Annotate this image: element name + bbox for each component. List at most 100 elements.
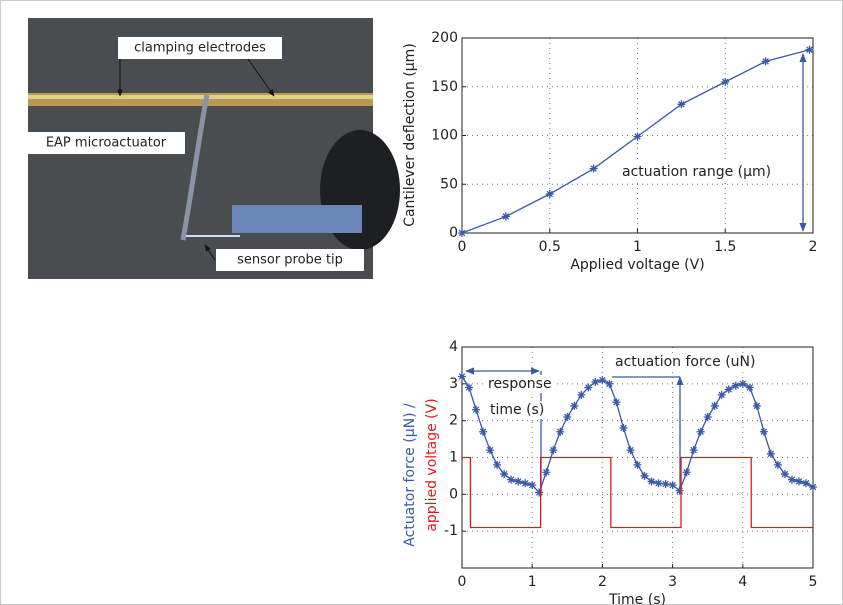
data-point (787, 475, 796, 484)
annotation-bg (620, 163, 774, 181)
data-point (721, 77, 730, 86)
data-point (500, 470, 509, 479)
photo-label: clamping electrodes (134, 41, 266, 56)
data-point (682, 468, 691, 477)
annotation: actuation range (μm) (622, 164, 771, 180)
y-tick-label: 1 (449, 450, 458, 466)
chart: 0 1 2 3 4 5 -1 0 1 2 3 4 Time (s) Actuator force (μN)… (402, 339, 817, 605)
x-tick-label: 0.5 (539, 239, 561, 255)
data-point (661, 480, 670, 489)
data-point (773, 460, 782, 469)
data-point (633, 460, 642, 469)
x-axis-label: Applied voltage (V) (570, 257, 704, 273)
y-axis-label: applied voltage (V) (424, 398, 440, 531)
data-point (745, 383, 754, 392)
y-tick-label: 50 (440, 176, 458, 192)
annotation: response (488, 376, 552, 392)
axes (461, 37, 814, 234)
data-point (780, 470, 789, 479)
photo-label: EAP microactuator (46, 136, 167, 151)
x-tick-label: 5 (809, 574, 818, 590)
data-point (703, 412, 712, 421)
data-point (570, 401, 579, 410)
x-tick-label: 4 (738, 574, 747, 590)
data-point (724, 385, 733, 394)
y-tick-label: 2 (449, 413, 458, 429)
data-point (738, 379, 747, 388)
series-line (462, 456, 813, 529)
data-point (805, 45, 814, 54)
data-point (465, 383, 474, 392)
x-tick-label: 1 (633, 239, 642, 255)
x-tick-label: 2 (809, 239, 818, 255)
data-point (501, 212, 510, 221)
data-point (689, 446, 698, 455)
data-point (640, 471, 649, 480)
data-point (801, 479, 810, 488)
y-tick-label: 0 (449, 486, 458, 502)
data-point (710, 401, 719, 410)
y-tick-label: 3 (449, 376, 458, 392)
annotation-bg (486, 375, 554, 393)
y-tick-label: 4 (449, 339, 458, 355)
chart: 0 0.5 1 1.5 2 0 50 100 150 200 Applied voltage (V)… (402, 30, 817, 273)
data-point (542, 468, 551, 477)
data-point (766, 449, 775, 458)
y-tick-label: 150 (431, 79, 458, 95)
data-point (717, 390, 726, 399)
data-point (731, 381, 740, 390)
data-point (696, 427, 705, 436)
data-point (612, 398, 621, 407)
x-tick-label: 2 (598, 574, 607, 590)
data-point (472, 405, 481, 414)
x-tick-label: 0 (458, 239, 467, 255)
y-tick-label: 200 (431, 30, 458, 46)
x-tick-label: 0 (458, 574, 467, 590)
data-point (591, 377, 600, 386)
data-point (605, 379, 614, 388)
data-point (563, 412, 572, 421)
y-axis-label: Cantilever deflection (μm) (402, 43, 418, 227)
annotation-bg (613, 353, 758, 371)
annotation: time (s) (490, 402, 544, 418)
x-axis-label: Time (s) (608, 592, 666, 605)
photo-label: sensor probe tip (237, 253, 343, 268)
data-point (633, 132, 642, 141)
data-point (677, 100, 686, 109)
photo: clamping electrodes EAP microactuator se… (27, 18, 400, 279)
data-point (794, 477, 803, 486)
data-point (668, 481, 677, 490)
annotation: actuation force (uN) (615, 354, 755, 370)
data-point (556, 427, 565, 436)
data-point (549, 446, 558, 455)
y-tick-label: 100 (431, 128, 458, 144)
annotation-bg (488, 401, 547, 419)
data-point (479, 427, 488, 436)
data-point (647, 477, 656, 486)
data-point (458, 229, 466, 237)
data-point (493, 460, 502, 469)
data-point (598, 376, 607, 385)
data-point (654, 479, 663, 488)
data-point (486, 446, 495, 455)
data-point (577, 390, 586, 399)
y-axis-label: Actuator force (μN) / (402, 403, 418, 547)
data-point (514, 477, 523, 486)
x-tick-label: 1.5 (714, 239, 736, 255)
data-point (626, 446, 635, 455)
x-tick-label: 3 (668, 574, 677, 590)
axes (461, 346, 814, 569)
data-point (521, 479, 530, 488)
data-point (761, 57, 770, 66)
data-point (528, 481, 537, 490)
data-point (759, 427, 768, 436)
y-tick-label: 0 (449, 225, 458, 241)
data-point (458, 372, 466, 381)
x-tick-label: 1 (528, 574, 537, 590)
data-point (752, 401, 761, 410)
data-point (619, 424, 628, 433)
data-point (507, 475, 516, 484)
data-point (589, 164, 598, 173)
data-point (535, 488, 544, 497)
